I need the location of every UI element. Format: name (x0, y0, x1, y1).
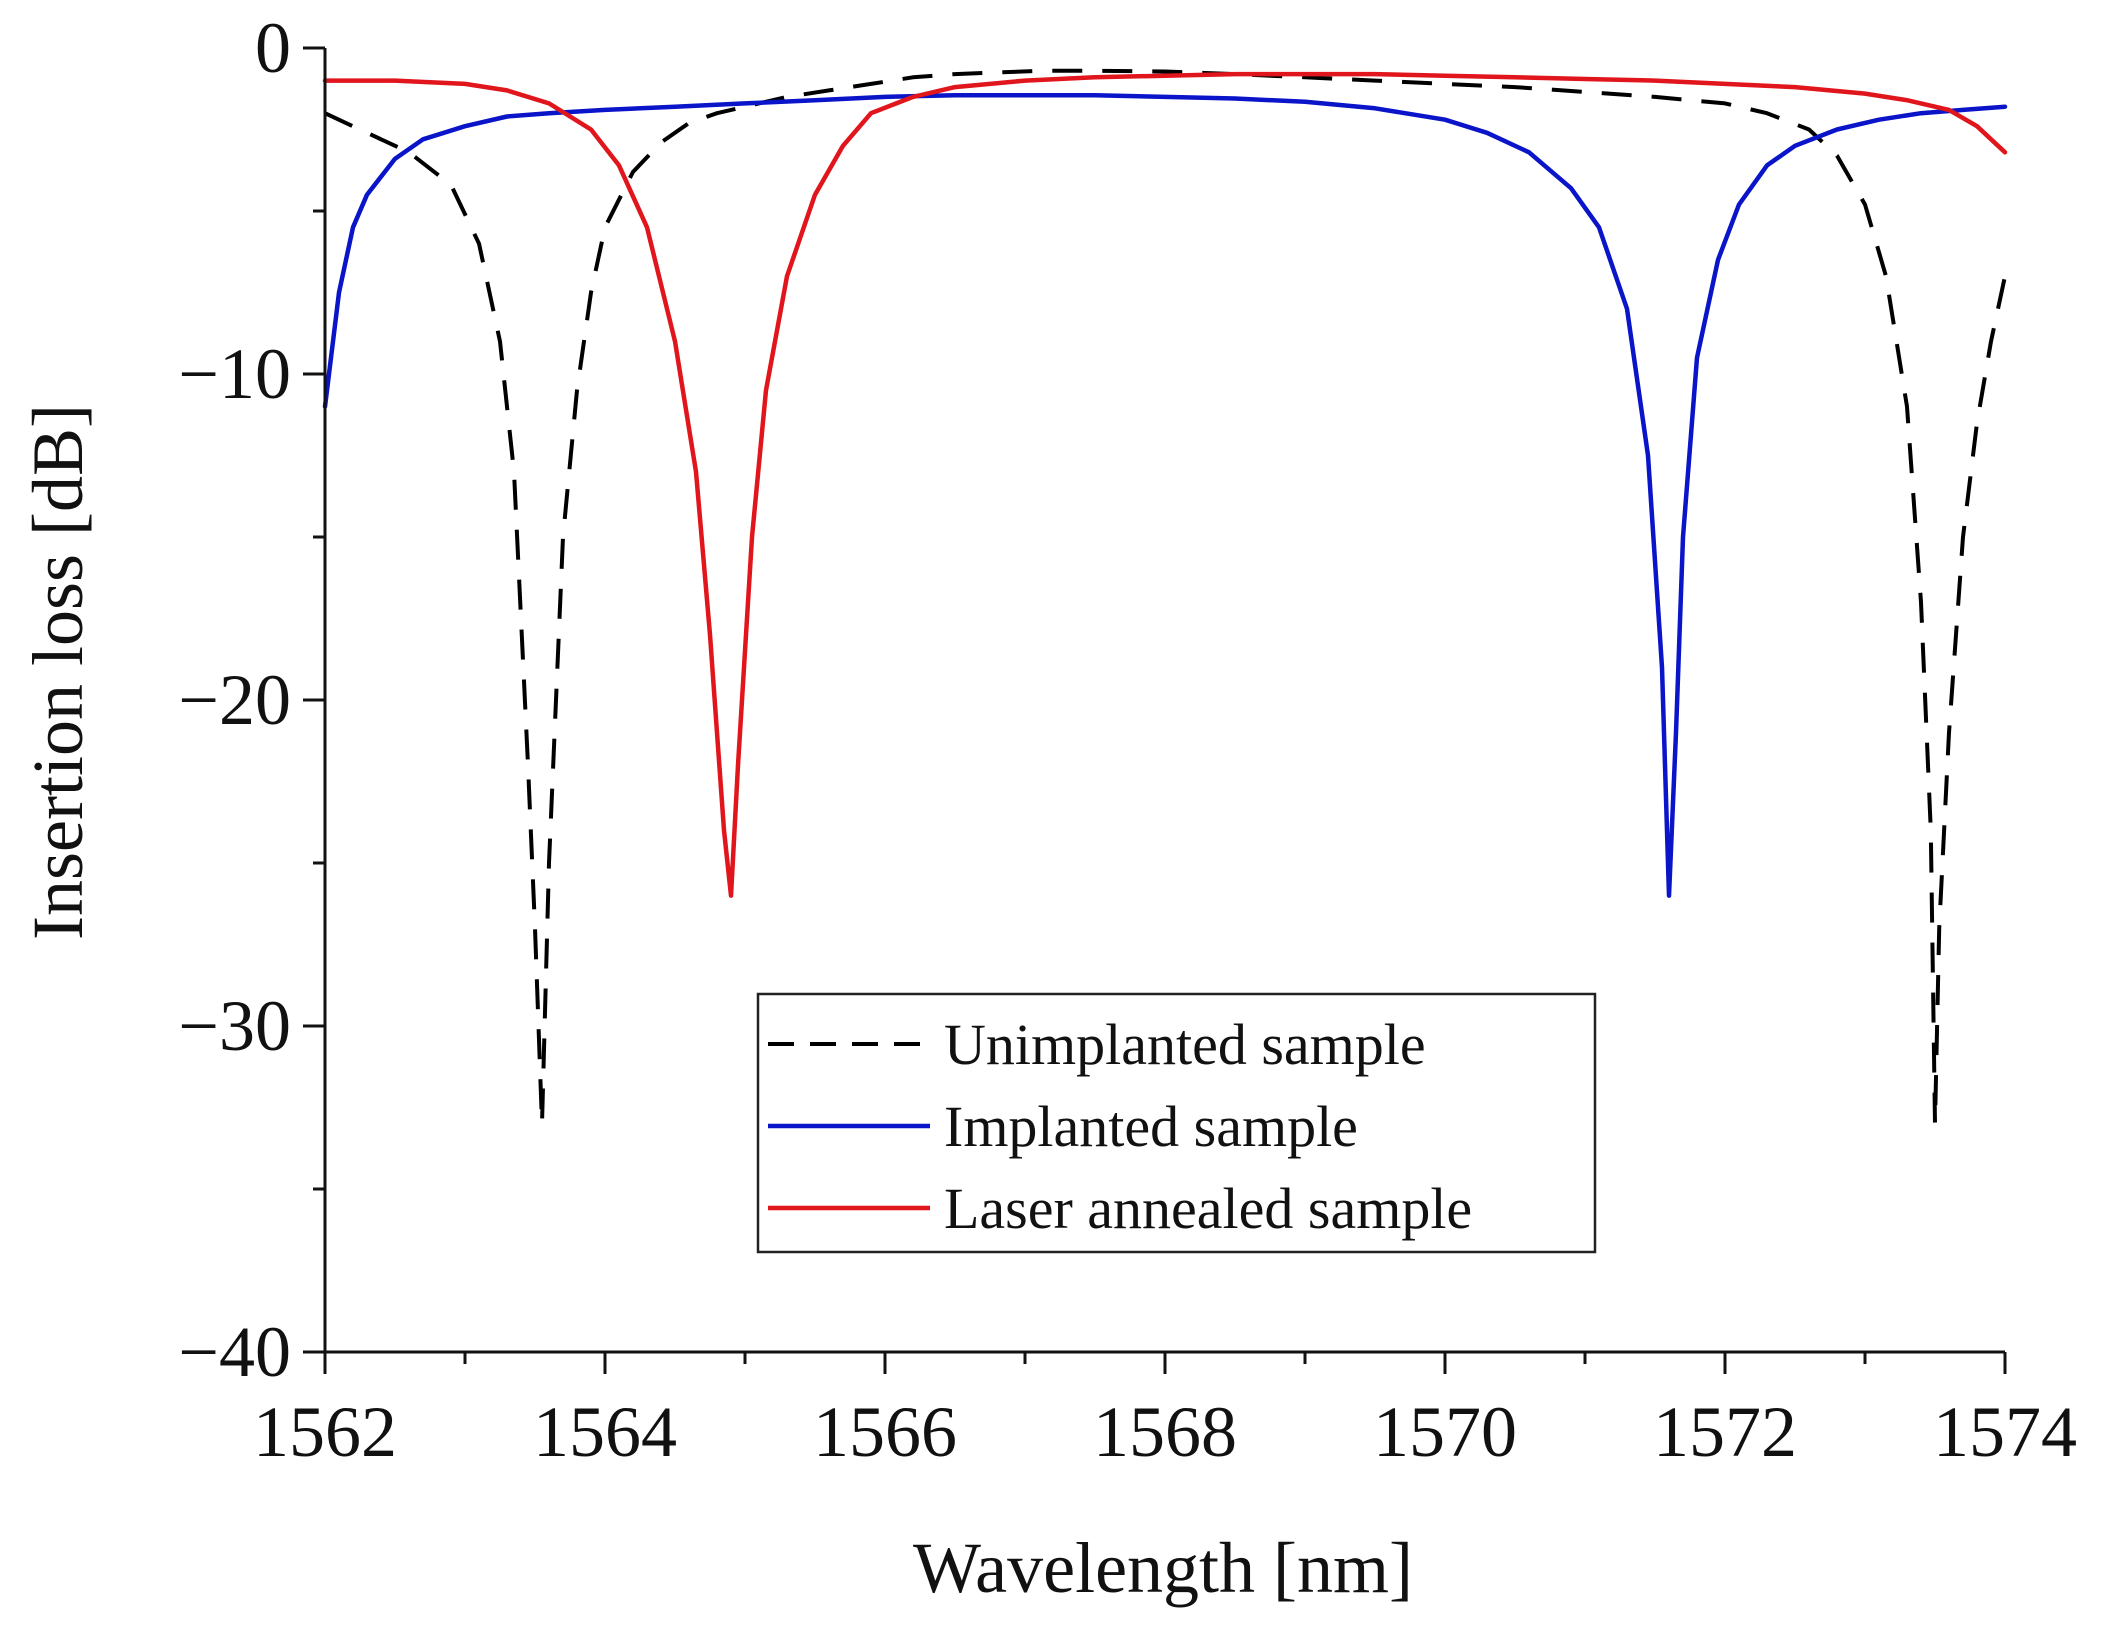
legend-label-implanted: Implanted sample (944, 1094, 1358, 1159)
y-tick-label: −20 (178, 660, 291, 740)
legend: Unimplanted sample Implanted sample Lase… (756, 992, 1597, 1254)
series-line-implanted (322, 93, 2008, 898)
x-tick-label: 1570 (1373, 1392, 1517, 1472)
y-tick-label: −10 (178, 334, 291, 414)
x-tick-label: 1566 (813, 1392, 957, 1472)
y-tick-label: 0 (255, 8, 291, 88)
x-axis-title: Wavelength [nm] (913, 1528, 1413, 1608)
x-tick-label: 1564 (533, 1392, 677, 1472)
y-axis-title: Insertion loss [dB] (18, 404, 98, 940)
series-line-unimplanted (324, 68, 2007, 1126)
x-tick-label: 1574 (1933, 1392, 2077, 1472)
series-line-laser-annealed (322, 71, 2008, 898)
series-layer (322, 68, 2008, 1126)
legend-label-laser-annealed: Laser annealed sample (944, 1176, 1472, 1241)
y-tick-label: −40 (178, 1312, 291, 1392)
y-tick-label: −30 (178, 986, 291, 1066)
legend-label-unimplanted: Unimplanted sample (944, 1012, 1426, 1077)
x-tick-label: 1568 (1093, 1392, 1237, 1472)
x-tick-label: 1562 (253, 1392, 397, 1472)
ticks-layer: 1562 1564 1566 1568 1570 1572 1574 0 −10 −20 −30 −4… (178, 8, 2077, 1472)
x-tick-label: 1572 (1653, 1392, 1797, 1472)
